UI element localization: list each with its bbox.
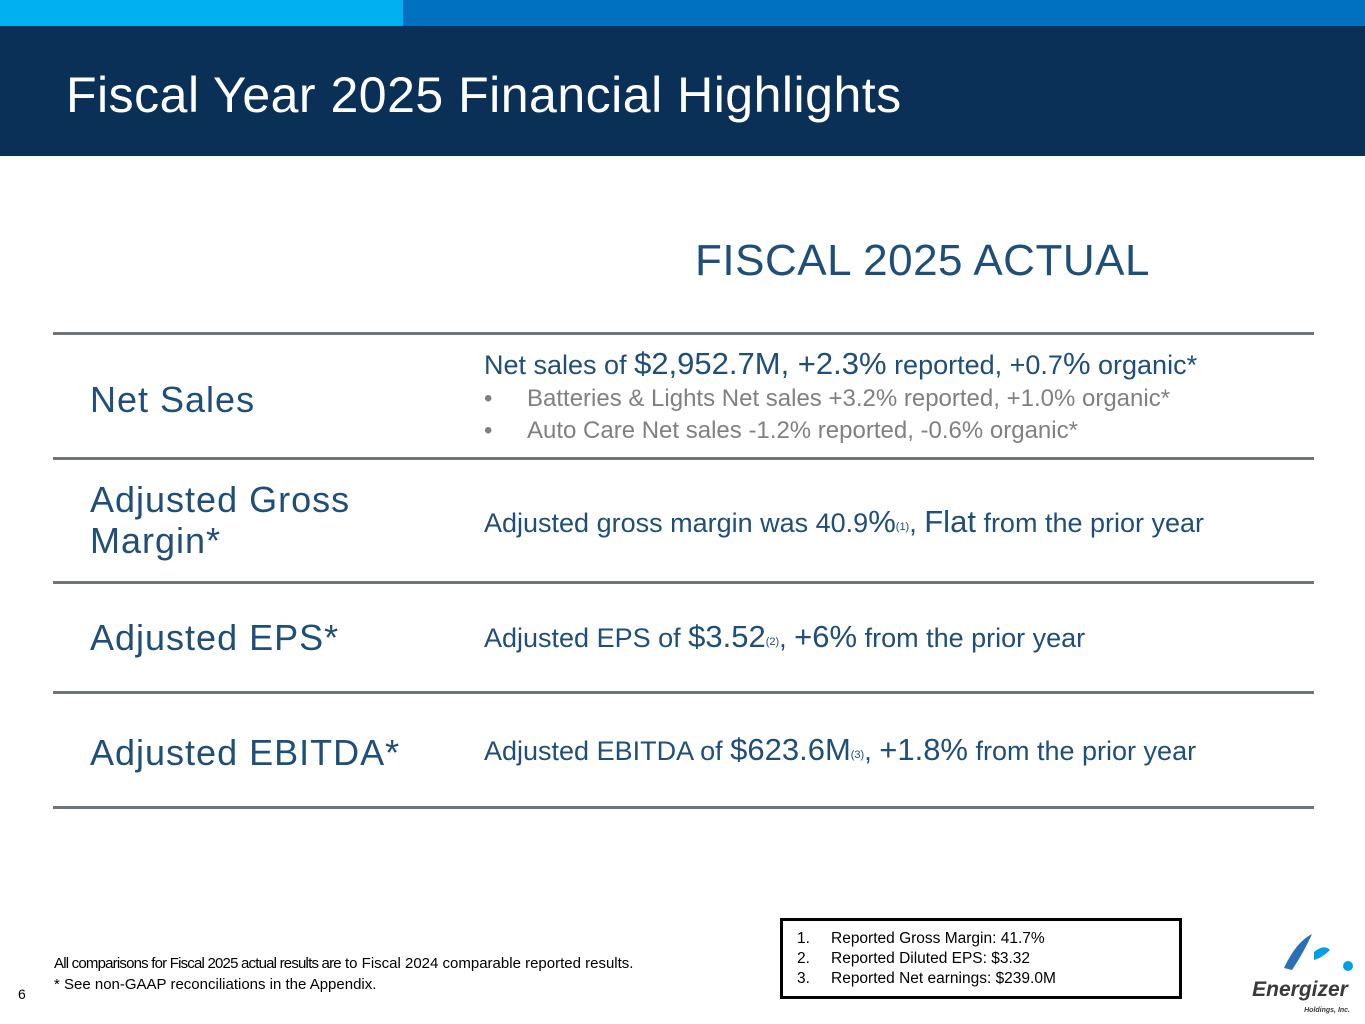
logo-subtitle: Holdings, Inc. [1304,1007,1350,1014]
footnote-non-gaap: * See non-GAAP reconciliations in the Ap… [54,976,377,993]
energizer-logo: Energizer Holdings, Inc. [1252,934,1353,1014]
list-item: 1. Reported Gross Margin: 41.7% [797,930,1045,947]
table-divider [53,457,1314,460]
table-divider [53,581,1314,584]
row-label-net-sales: Net Sales [90,379,256,420]
list-item: • Batteries & Lights Net sales +3.2% repo… [484,385,1171,412]
reported-results-box: 1. Reported Gross Margin: 41.7% 2. Reporte… [780,918,1182,999]
ebitda-summary: Adjusted EBITDA of $623.6M(3), +1.8% fro… [484,732,1197,767]
top-accent-bar-dark [403,0,1365,26]
slide-title: Fiscal Year 2025 Financial Highlights [66,67,902,123]
footnote-comparisons: All comparisons for Fiscal 2025 actual r… [54,955,634,972]
title-banner: Fiscal Year 2025 Financial Highlights [0,26,1365,156]
row-label-ebitda: Adjusted EBITDA* [90,732,401,773]
page-number: 6 [18,986,26,1002]
logo-dot-icon [1343,961,1353,971]
column-header: FISCAL 2025 ACTUAL [695,236,1150,285]
row-label-gross-margin: Adjusted Gross Margin* [90,479,351,561]
table-divider [53,806,1314,809]
list-item: 2. Reported Diluted EPS: $3.32 [797,950,1031,967]
table-divider [53,332,1314,335]
list-item: • Auto Care Net sales -1.2% reported, -0.… [484,417,1078,444]
logo-wordmark: Energizer [1252,978,1350,1001]
eps-summary: Adjusted EPS of $3.52(2), +6% from the p… [484,619,1086,654]
row-label-eps: Adjusted EPS* [90,617,340,658]
net-sales-summary: Net sales of $2,952.7M, +2.3% reported, … [484,346,1198,381]
logo-swoosh-icon [1284,934,1312,970]
list-item: 3. Reported Net earnings: $239.0M [797,970,1056,987]
table-divider [53,691,1314,694]
logo-drop-icon [1314,947,1330,960]
gross-margin-summary: Adjusted gross margin was 40.9%(1), Flat… [484,504,1205,539]
top-accent-bar-light [0,0,403,26]
